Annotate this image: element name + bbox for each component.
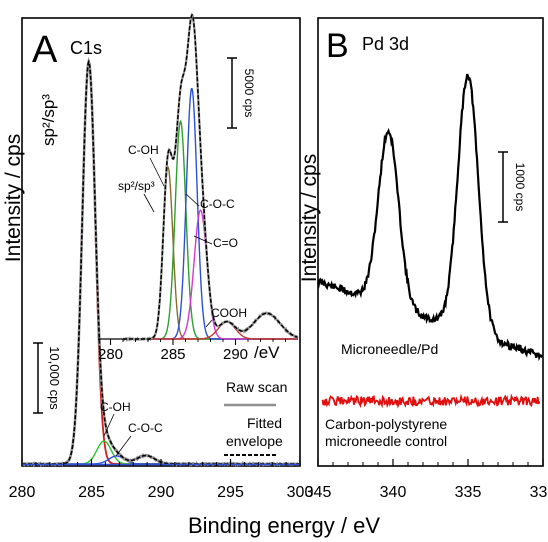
inset-plot (122, 12, 299, 342)
legend-fit-label-line2: envelope (226, 433, 283, 449)
panel-b: B Pd 3d Intensity / cps 345 340 335 330 100… (298, 17, 548, 501)
inset-coh-label: C-OH (128, 143, 159, 157)
inset-co-leader (193, 235, 213, 245)
a-x-tick-label-3: 295 (217, 484, 244, 501)
panel-a-coc-label: C-O-C (128, 421, 163, 435)
inset-coc-leader (185, 193, 200, 207)
panel-a-scale-bar-label: 10,000 cps (47, 346, 62, 410)
inset-cooh-label: COOH (211, 306, 247, 320)
inset-coc-label: C-O-C (200, 197, 235, 211)
panel-a-label: A (32, 29, 58, 71)
panel-a-x-ticks: 280 285 290 295 300 (9, 459, 314, 501)
panel-b-x-ticks: 345 340 335 330 (305, 459, 548, 501)
panel-a-ylabel: Intensity / cps (2, 134, 25, 262)
panel-a-coc-leader (115, 435, 132, 457)
panel-a-scale-bar: 10,000 cps (33, 342, 62, 414)
a-x-tick-label-1: 285 (78, 484, 105, 501)
legend-raw-label: Raw scan (226, 379, 287, 395)
series-control-line (321, 393, 541, 409)
panel-a-coh-leader (103, 413, 115, 437)
inset-x-tick-label-0: 280 (98, 346, 123, 363)
series-label-microneedle-pd: Microneedle/Pd (341, 341, 438, 357)
inset-co-label: C=O (213, 236, 238, 250)
panel-b-scale-bar: 1000 cps (498, 151, 527, 223)
inset-sp2sp3-leader (143, 193, 155, 213)
inset-scale-bar: 5000 cps (227, 57, 256, 129)
b-x-tick-label-0: 345 (305, 484, 332, 501)
shared-x-axis-label: Binding energy / eV (188, 513, 380, 538)
inset-fitted-envelope-curve (123, 13, 298, 340)
series-label-control-line1: Carbon-polystyrene (325, 416, 447, 432)
b-x-tick-label-3: 330 (530, 484, 548, 501)
a-x-tick-label-2: 290 (148, 484, 175, 501)
panel-a-legend: Raw scan Fitted envelope (224, 379, 287, 456)
panel-a-title: C1s (70, 38, 102, 58)
inset-x-unit: /eV (254, 343, 280, 362)
inset-x-tick-label-1: 285 (160, 346, 185, 363)
panel-a-inset: 280 285 290 /eV 5000 cps C-OH sp²/sp³ C-O-… (98, 12, 299, 363)
inset-sp2sp3-label: sp²/sp³ (118, 179, 155, 193)
series-microneedle-pd-line (316, 73, 544, 362)
panel-a-coh-label: C-OH (100, 400, 131, 414)
inset-coh-leader (149, 157, 165, 187)
panel-b-scale-bar-label: 1000 cps (513, 163, 527, 212)
legend-fit-label-line1: Fitted (247, 415, 282, 431)
inset-cooh-leader (205, 319, 213, 328)
panel-b-frame (317, 17, 544, 467)
panel-a-sp2sp3-label: sp²/sp³ (39, 94, 58, 146)
panel-b-ylabel: Intensity / cps (298, 154, 321, 282)
b-x-tick-label-1: 340 (380, 484, 407, 501)
b-x-tick-label-2: 335 (455, 484, 482, 501)
inset-x-ticks: 280 285 290 (98, 339, 286, 363)
inset-raw-scan-curve (122, 12, 299, 342)
a-x-tick-label-0: 280 (9, 484, 36, 501)
panel-a: A C1s Intensity / cps sp²/sp³ 280 285 290 2… (2, 12, 314, 501)
panel-a-frame (21, 17, 301, 467)
fitted-envelope-curve (22, 59, 300, 465)
a-x-tick-label-4: 300 (287, 484, 314, 501)
inset-scale-bar-label: 5000 cps (242, 69, 256, 118)
series-label-control-line2: microneedle control (325, 433, 447, 449)
inset-cooh-curve (123, 321, 298, 340)
inset-x-tick-label-2: 290 (223, 346, 248, 363)
panel-b-plot (316, 73, 544, 409)
panel-b-label: B (326, 27, 349, 65)
panel-b-title: Pd 3d (362, 34, 409, 54)
